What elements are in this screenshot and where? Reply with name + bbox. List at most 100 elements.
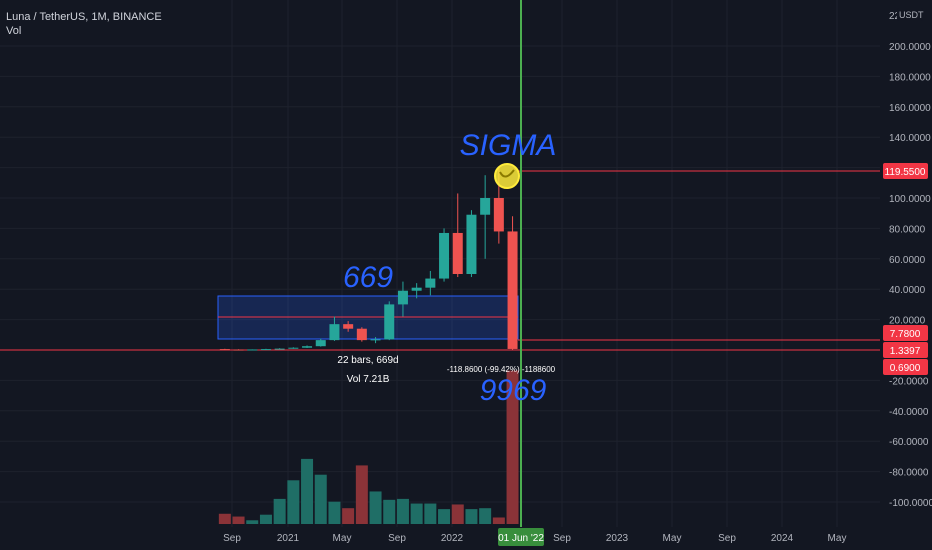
volume-bars bbox=[218, 370, 519, 524]
candle bbox=[288, 347, 299, 349]
price-tag-bg bbox=[883, 359, 928, 375]
volume-bar bbox=[506, 370, 519, 524]
price-tick: 60.0000 bbox=[889, 255, 926, 266]
volume-bar bbox=[479, 508, 492, 524]
highlight-scribble bbox=[499, 169, 515, 178]
time-cursor-label: 01 Jun '22 bbox=[498, 533, 544, 544]
price-tick: 200.0000 bbox=[889, 42, 931, 53]
symbol-title[interactable]: Luna / TetherUS, 1M, BINANCE bbox=[6, 11, 162, 23]
time-cursor-badge bbox=[498, 528, 544, 546]
candle bbox=[219, 348, 230, 351]
candle-body bbox=[411, 287, 422, 291]
price-tick: -80.0000 bbox=[889, 468, 929, 479]
time-tick: Sep bbox=[553, 533, 571, 544]
candle-body bbox=[356, 328, 367, 341]
price-tag-label: 1.3397 bbox=[890, 346, 921, 357]
candle-body bbox=[247, 349, 258, 351]
candle-body bbox=[274, 348, 285, 350]
candle bbox=[480, 175, 491, 259]
candle-body bbox=[384, 304, 395, 340]
price-tag-label: 119.5500 bbox=[885, 167, 926, 178]
volume-bar bbox=[465, 509, 478, 524]
annotation-9969[interactable]: 9969 bbox=[480, 374, 547, 407]
time-tick: 2023 bbox=[606, 533, 629, 544]
time-tick: 2022 bbox=[441, 533, 464, 544]
volume-bar bbox=[314, 474, 327, 524]
price-unit-label: USDT bbox=[899, 10, 924, 20]
candle bbox=[302, 345, 313, 349]
price-tick: 80.0000 bbox=[889, 224, 926, 235]
volume-bar bbox=[355, 465, 368, 524]
candle bbox=[384, 301, 395, 341]
price-tag: 1.3397 bbox=[883, 342, 928, 358]
candle-body bbox=[343, 324, 354, 329]
candle bbox=[507, 216, 518, 350]
price-tick-top: 22 bbox=[889, 11, 901, 22]
volume-bar bbox=[273, 498, 286, 524]
volume-bar bbox=[424, 503, 437, 524]
price-tag: 7.7800 bbox=[883, 325, 928, 341]
candle-body bbox=[370, 339, 381, 341]
candle-body bbox=[493, 198, 504, 232]
candle bbox=[466, 210, 477, 278]
price-tag-bg bbox=[883, 325, 928, 341]
range-vol-label: Vol 7.21B bbox=[347, 374, 390, 385]
volume-bar bbox=[246, 520, 259, 524]
volume-bar bbox=[396, 498, 409, 524]
price-tick: 180.0000 bbox=[889, 72, 931, 83]
annotation-669[interactable]: 669 bbox=[343, 261, 393, 294]
price-tick: -100.0000 bbox=[889, 498, 932, 509]
volume-bar bbox=[410, 503, 423, 524]
chart-legend: Luna / TetherUS, 1M, BINANCE Vol bbox=[6, 10, 162, 38]
volume-bar bbox=[287, 480, 300, 524]
candle bbox=[260, 348, 271, 351]
volume-bar bbox=[259, 514, 272, 524]
time-tick: 2021 bbox=[277, 533, 300, 544]
volume-bar bbox=[232, 516, 245, 524]
candle-body bbox=[233, 349, 244, 351]
price-tag-label: 0.6900 bbox=[890, 363, 921, 374]
price-tick: 40.0000 bbox=[889, 285, 926, 296]
candlesticks bbox=[219, 168, 518, 351]
candle-body bbox=[288, 347, 299, 349]
candle-body bbox=[480, 198, 491, 215]
volume-bar bbox=[342, 508, 355, 524]
candle bbox=[411, 283, 422, 299]
candle bbox=[370, 337, 381, 344]
candle bbox=[329, 316, 340, 341]
price-tick: -40.0000 bbox=[889, 407, 929, 418]
time-tick: May bbox=[333, 533, 352, 544]
candle bbox=[439, 228, 450, 282]
volume-bar bbox=[451, 504, 464, 524]
candle-body bbox=[425, 278, 436, 288]
price-tag: 0.6900 bbox=[883, 359, 928, 375]
volume-indicator-label[interactable]: Vol bbox=[6, 25, 22, 37]
candle-body bbox=[452, 232, 463, 274]
candle-body bbox=[439, 232, 450, 279]
candle bbox=[452, 193, 463, 278]
volume-bar bbox=[438, 509, 451, 524]
price-tag-bg bbox=[883, 163, 928, 179]
price-tick: -20.0000 bbox=[889, 376, 929, 387]
time-axis[interactable]: Sep 2021 May Sep 2022 Sep 2023 May Sep 2024 May bbox=[223, 533, 846, 544]
time-tick: 2024 bbox=[771, 533, 794, 544]
price-axis[interactable]: 22 USDT 200.0000 180.0000 160.0000 140.0000… bbox=[889, 8, 932, 509]
candle bbox=[397, 281, 408, 317]
candle bbox=[425, 270, 436, 296]
candle bbox=[315, 338, 326, 347]
candle-body bbox=[260, 349, 271, 351]
price-tag: 119.5500 bbox=[883, 163, 928, 179]
volume-bar bbox=[492, 517, 505, 524]
volume-bar bbox=[369, 491, 382, 524]
unit-badge bbox=[897, 8, 923, 21]
price-tags: 119.5500 7.7800 1.3397 0.6900 bbox=[883, 163, 928, 375]
time-tick: Sep bbox=[223, 533, 241, 544]
candle-body bbox=[466, 214, 477, 274]
candle-body bbox=[329, 324, 340, 341]
price-tag-bg bbox=[883, 342, 928, 358]
price-tick: 100.0000 bbox=[889, 194, 931, 205]
annotation-sigma[interactable]: SIGMA bbox=[460, 129, 557, 162]
price-tick: 20.0000 bbox=[889, 316, 926, 327]
price-tick: 160.0000 bbox=[889, 103, 931, 114]
